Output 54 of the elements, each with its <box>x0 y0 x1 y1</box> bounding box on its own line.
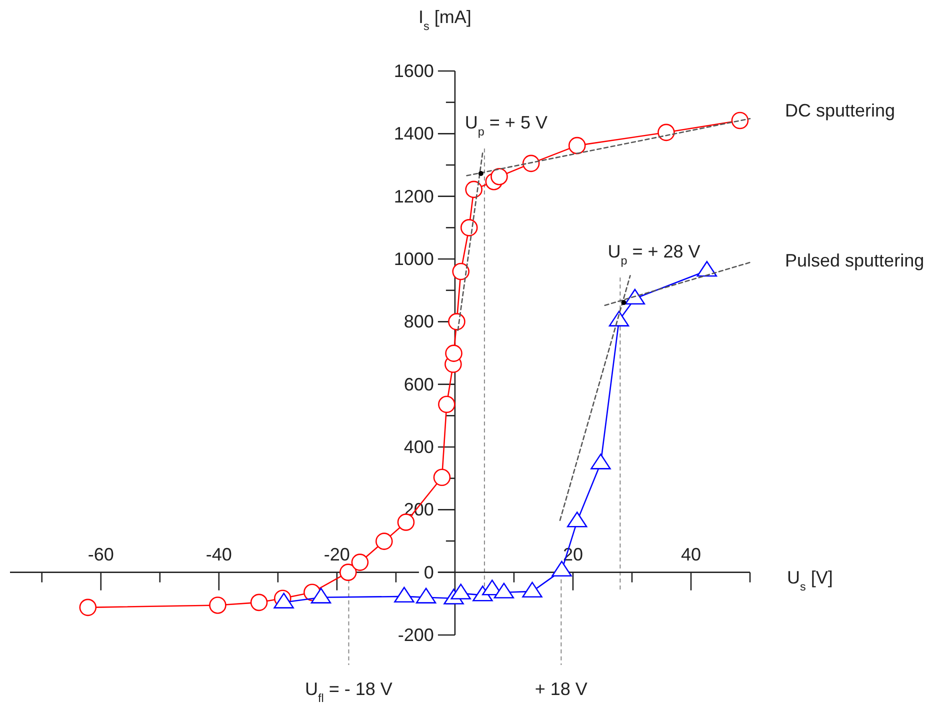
point <box>478 170 484 176</box>
point <box>465 180 482 198</box>
x-axis-title: U$_{s}$ [V] <box>787 567 833 593</box>
point <box>490 168 508 186</box>
point <box>339 564 357 581</box>
ref-line-label: + 18 V <box>534 679 588 699</box>
y-tick-label: 1200 <box>394 186 434 206</box>
point <box>522 154 540 172</box>
y-tick-label: 1600 <box>394 61 434 81</box>
point <box>624 288 646 305</box>
ref-line-label: U$_{fl}$ = - 18 V <box>305 679 392 704</box>
point <box>568 136 586 154</box>
x-tick-label: -60 <box>88 544 114 564</box>
text: Pulsed sputtering <box>785 250 924 271</box>
y-tick-label: 600 <box>404 374 434 394</box>
y-axis-title: I$_{s}$ [mA] <box>418 7 472 32</box>
point <box>608 310 630 326</box>
point <box>696 260 718 277</box>
annotation: U$_{p}$ = + 5 V <box>464 112 548 138</box>
point <box>209 596 226 614</box>
point <box>658 124 675 142</box>
point <box>731 112 749 130</box>
annotation: U$_{p}$ = + 28 V <box>608 242 700 268</box>
point <box>452 262 470 280</box>
point <box>250 594 268 612</box>
point <box>416 588 436 604</box>
point <box>621 300 626 306</box>
y-tick-label: 800 <box>404 312 434 332</box>
x-tick-label: 40 <box>680 544 702 564</box>
y-tick-label: -200 <box>398 625 434 645</box>
point <box>450 584 471 600</box>
point <box>274 592 294 608</box>
point <box>522 582 542 598</box>
point <box>438 396 456 414</box>
point <box>433 468 451 486</box>
point <box>310 588 332 604</box>
y-tick-label: 0 <box>424 562 434 582</box>
y-tick-label: 1400 <box>394 124 434 144</box>
point <box>552 560 572 577</box>
point <box>566 512 588 528</box>
text: DC sputtering <box>785 100 896 121</box>
point <box>448 313 466 330</box>
y-tick-label: 1000 <box>394 249 434 269</box>
point <box>445 344 462 362</box>
point <box>375 532 393 550</box>
point <box>351 554 369 571</box>
y-tick-label: 400 <box>404 437 434 457</box>
point <box>394 586 414 603</box>
x-tick-label: -40 <box>206 544 232 564</box>
x-tick-label: -20 <box>324 544 350 564</box>
point <box>79 598 97 616</box>
point <box>494 582 514 598</box>
point <box>460 219 478 236</box>
point <box>590 454 611 470</box>
